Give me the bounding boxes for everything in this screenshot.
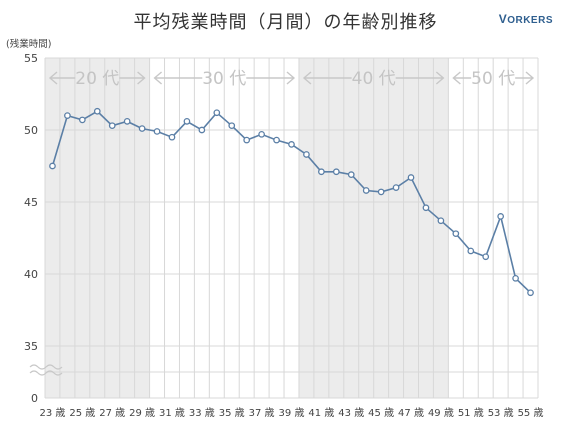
data-point <box>108 122 116 130</box>
data-point <box>332 168 340 176</box>
y-tick-label: 55 <box>24 52 38 65</box>
data-point <box>482 253 490 261</box>
x-tick-label: 47 歳 <box>398 407 424 419</box>
data-point <box>362 187 370 194</box>
data-point <box>213 109 221 117</box>
chart-title: 平均残業時間（月間）の年齢別推移 <box>133 12 438 33</box>
x-tick-label: 37 歳 <box>249 407 275 419</box>
age-band-arrow <box>48 71 76 85</box>
data-point <box>258 130 265 138</box>
x-tick-label: 51 歳 <box>458 407 484 419</box>
data-point <box>497 213 505 220</box>
age-band-label: 20 代 <box>75 69 119 89</box>
data-point <box>198 126 206 134</box>
data-point <box>49 162 56 170</box>
age-band-label: 30 代 <box>202 69 246 89</box>
brand-logo: VORKERS <box>499 12 553 26</box>
data-point <box>392 184 400 191</box>
data-point <box>347 171 355 178</box>
x-tick-label: 31 歳 <box>159 407 185 419</box>
data-point <box>64 112 71 119</box>
x-tick-label: 43 歳 <box>338 407 364 419</box>
data-point <box>318 168 325 176</box>
age-band-label: 40 代 <box>352 69 396 89</box>
age-band-label: 50 代 <box>471 69 515 89</box>
data-point <box>168 133 176 141</box>
age-band-arrow <box>515 71 535 85</box>
age-band-arrow <box>452 71 472 85</box>
x-tick-label: 29 歳 <box>129 407 155 419</box>
axis-break-icon <box>29 364 63 376</box>
data-point <box>183 118 191 125</box>
data-point <box>138 125 146 132</box>
x-tick-label: 53 歳 <box>488 407 514 419</box>
brand-logo-initial: V <box>498 12 508 26</box>
x-tick-label: 55 歳 <box>518 407 544 419</box>
y-axis-unit-label: (残業時間) <box>6 39 52 50</box>
age-band-arrow <box>153 71 203 85</box>
data-point <box>78 116 86 124</box>
brand-logo-rest: ORKERS <box>507 15 553 26</box>
age-band-arrow <box>246 71 296 85</box>
data-point <box>512 274 519 282</box>
data-point <box>422 204 430 212</box>
age-band-arrow <box>395 71 445 85</box>
x-tick-label: 33 歳 <box>189 407 215 419</box>
data-point <box>467 247 475 255</box>
y-tick-label: 40 <box>24 268 38 281</box>
age-band-shade <box>45 58 150 398</box>
data-point <box>437 217 445 225</box>
x-tick-label: 23 歳 <box>40 407 66 419</box>
y-tick-label: 45 <box>24 196 38 209</box>
x-tick-label: 35 歳 <box>219 407 245 419</box>
data-point <box>93 107 101 115</box>
data-point <box>303 151 310 158</box>
data-point <box>288 141 295 148</box>
data-point <box>527 289 534 297</box>
x-tick-label: 49 歳 <box>428 407 454 419</box>
data-point <box>228 122 236 130</box>
x-tick-label: 27 歳 <box>99 407 125 419</box>
x-tick-label: 45 歳 <box>368 407 394 419</box>
x-tick-label: 39 歳 <box>279 407 305 419</box>
y-tick-label: 0 <box>31 392 38 405</box>
data-point <box>452 230 460 238</box>
data-point <box>377 188 385 196</box>
y-tick-label: 50 <box>24 124 38 137</box>
age-band-arrow <box>119 71 146 85</box>
data-point <box>243 136 251 144</box>
x-tick-label: 25 歳 <box>69 407 95 419</box>
y-tick-label: 35 <box>24 340 38 353</box>
data-point <box>153 128 161 135</box>
data-point <box>123 118 131 125</box>
age-band-arrow <box>302 71 352 85</box>
data-point <box>407 174 415 181</box>
data-point <box>273 136 280 144</box>
x-tick-label: 41 歳 <box>308 407 334 419</box>
